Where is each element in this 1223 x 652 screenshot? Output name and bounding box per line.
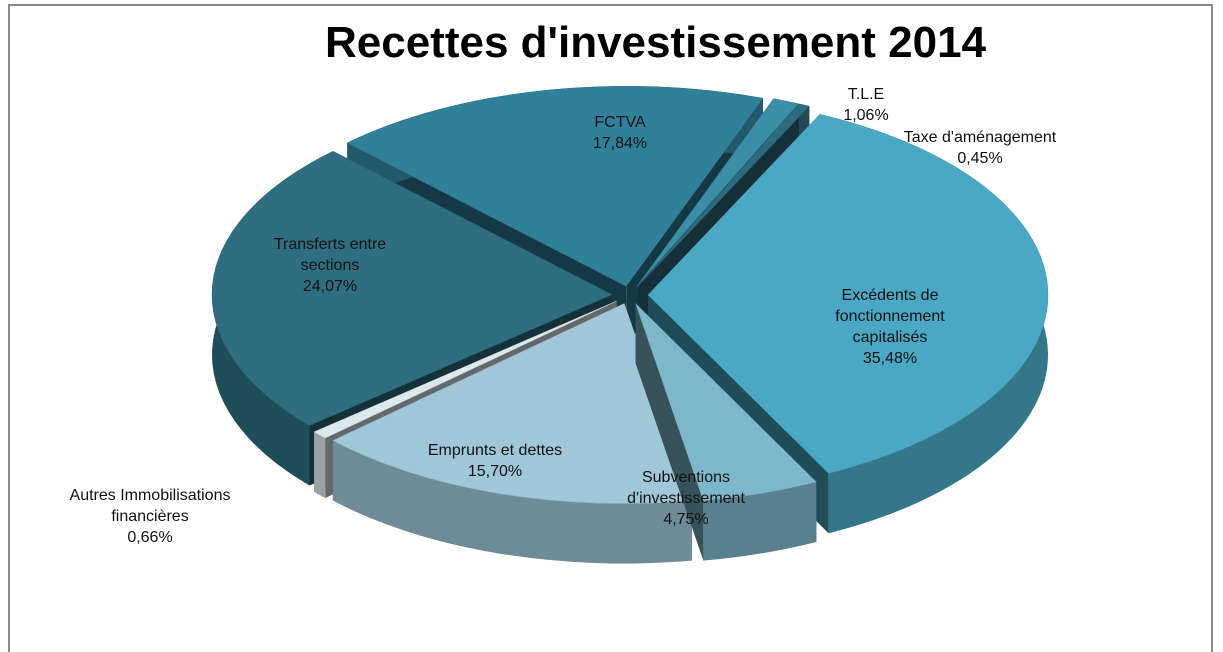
slice-label: Taxe d'aménagement 0,45% bbox=[870, 127, 1090, 169]
slice-label: Transferts entre sections 24,07% bbox=[260, 234, 400, 297]
slice bbox=[636, 98, 799, 287]
slice-wall bbox=[703, 481, 817, 561]
slice-label: Excédents de fonctionnement capitalisés 3… bbox=[805, 285, 975, 369]
slice-value-label: 35,48% bbox=[862, 350, 918, 367]
slice bbox=[635, 303, 817, 501]
slice bbox=[332, 303, 693, 504]
slice bbox=[313, 300, 617, 439]
slice-category-label: FCTVA bbox=[594, 114, 646, 131]
slice-label: Emprunts et dettes 15,70% bbox=[385, 440, 605, 482]
slice-label: T.L.E 1,06% bbox=[821, 84, 911, 126]
slice-category-label: Subventions d'investissement bbox=[627, 469, 745, 507]
slice-value-label: 0,45% bbox=[957, 150, 1003, 167]
slice-wall bbox=[332, 440, 693, 564]
slice-label: Autres Immobilisations financières 0,66% bbox=[30, 485, 270, 548]
slice bbox=[637, 103, 810, 287]
chart-frame bbox=[8, 4, 1213, 652]
slice-value-label: 1,06% bbox=[843, 107, 889, 124]
slice-category-label: Transferts entre sections bbox=[273, 236, 387, 274]
chart-title: Recettes d'investissement 2014 bbox=[324, 18, 987, 67]
slice-side bbox=[635, 303, 704, 561]
slice-value-label: 24,07% bbox=[302, 278, 358, 295]
slice-label: Subventions d'investissement 4,75% bbox=[606, 467, 766, 530]
slice bbox=[211, 150, 613, 426]
slice-category-label: Taxe d'aménagement bbox=[903, 129, 1057, 146]
slice bbox=[647, 113, 1049, 474]
slice-value-label: 0,66% bbox=[127, 529, 173, 546]
slice bbox=[346, 85, 764, 287]
slice-category-label: Autres Immobilisations financières bbox=[69, 487, 231, 525]
slice-value-label: 4,75% bbox=[663, 511, 709, 528]
slice-label: FCTVA 17,84% bbox=[560, 112, 680, 154]
slice-category-label: Emprunts et dettes bbox=[427, 442, 563, 459]
slice-category-label: T.L.E bbox=[847, 86, 885, 103]
slice-value-label: 15,70% bbox=[467, 463, 523, 480]
slice-value-label: 17,84% bbox=[592, 135, 648, 152]
slice-wall bbox=[314, 431, 326, 499]
slice-category-label: Excédents de fonctionnement capitalisés bbox=[835, 287, 945, 346]
